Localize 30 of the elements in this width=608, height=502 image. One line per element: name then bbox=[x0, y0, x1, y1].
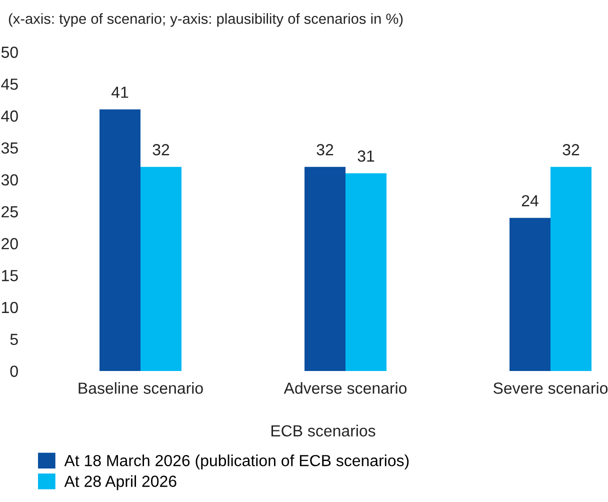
legend-label: At 28 April 2026 bbox=[64, 475, 176, 490]
y-tick-label: 0 bbox=[10, 366, 18, 377]
legend-label: At 18 March 2026 (publication of ECB scenarios) bbox=[64, 454, 409, 470]
y-tick-label: 30 bbox=[1, 174, 18, 186]
x-tick-label: Baseline scenario bbox=[78, 382, 203, 394]
data-label: 41 bbox=[111, 86, 128, 98]
y-tick-label: 10 bbox=[2, 302, 18, 314]
x-tick-label: Severe scenario bbox=[494, 382, 608, 394]
data-label: 32 bbox=[152, 144, 170, 156]
y-tick-label: 45 bbox=[1, 78, 18, 90]
y-tick-label: 35 bbox=[1, 142, 18, 154]
y-tick-label: 15 bbox=[2, 270, 18, 282]
bar bbox=[346, 173, 386, 371]
y-tick-label: 40 bbox=[1, 110, 18, 122]
data-label: 32 bbox=[562, 144, 580, 156]
y-tick-label: 5 bbox=[10, 334, 18, 346]
bar bbox=[304, 166, 346, 371]
data-label: 32 bbox=[316, 144, 334, 156]
bar bbox=[100, 109, 140, 371]
data-label: 31 bbox=[358, 150, 374, 162]
x-axis-title: ECB scenarios bbox=[271, 424, 376, 437]
y-tick-label: 20 bbox=[2, 238, 18, 250]
y-tick-label: 50 bbox=[1, 46, 18, 58]
x-tick-label: Adverse scenario bbox=[284, 382, 407, 394]
bar bbox=[140, 166, 182, 371]
chart-title: (x-axis: type of scenario; y-axis: plausibility of scenarios in %) bbox=[8, 13, 403, 27]
data-label: 24 bbox=[522, 195, 538, 206]
bar bbox=[510, 218, 550, 371]
y-tick-label: 25 bbox=[2, 206, 18, 218]
bar bbox=[550, 166, 592, 371]
